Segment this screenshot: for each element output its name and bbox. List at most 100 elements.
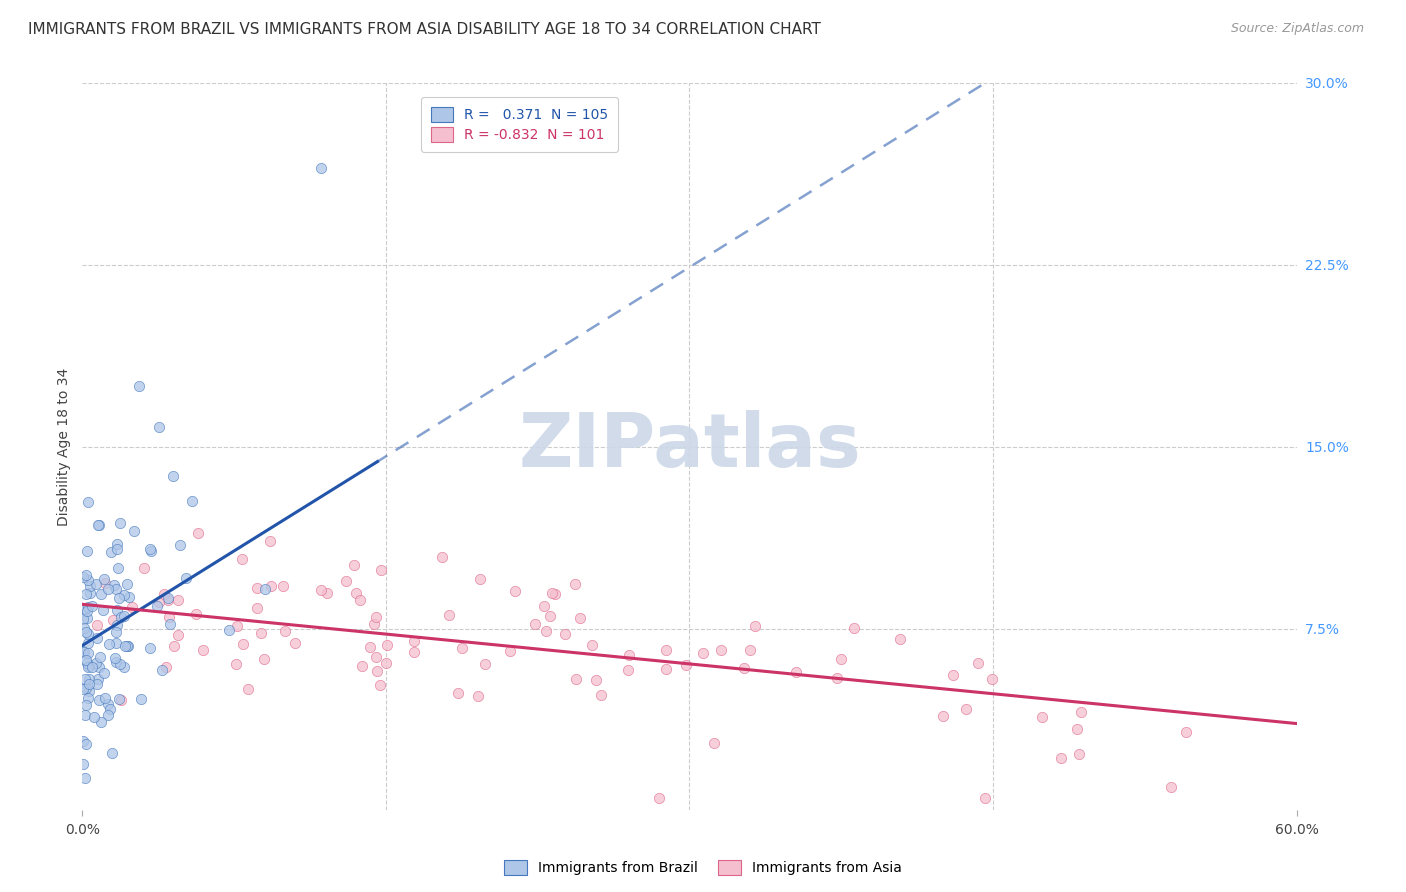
Point: [565, 673, 588, 687]
Y-axis label: Disability Age 18 to 34: Disability Age 18 to 34: [58, 368, 72, 525]
Point: [499, 644, 522, 658]
Point: [122, 524, 145, 539]
Point: [86, 672, 108, 686]
Point: [186, 607, 208, 621]
Point: [616, 663, 638, 677]
Point: [84, 577, 107, 591]
Point: [89, 692, 111, 706]
Point: [75, 587, 97, 601]
Point: [370, 563, 392, 577]
Point: [104, 624, 127, 639]
Point: [703, 736, 725, 750]
Point: [368, 678, 391, 692]
Point: [112, 588, 135, 602]
Point: [73, 601, 96, 615]
Point: [103, 578, 125, 592]
Point: [73, 645, 96, 659]
Point: [467, 689, 489, 703]
Point: [830, 652, 852, 666]
Point: [364, 610, 387, 624]
Point: [343, 558, 366, 572]
Text: Source: ZipAtlas.com: Source: ZipAtlas.com: [1230, 22, 1364, 36]
Point: [447, 686, 470, 700]
Point: [77, 646, 100, 660]
Point: [955, 701, 977, 715]
Point: [785, 665, 807, 680]
Point: [163, 640, 186, 654]
Point: [648, 791, 671, 805]
Point: [121, 599, 143, 614]
Point: [77, 684, 100, 698]
Point: [77, 574, 100, 588]
Point: [98, 702, 121, 716]
Point: [129, 692, 152, 706]
Point: [76, 611, 98, 625]
Point: [79, 673, 101, 687]
Text: ZIPatlas: ZIPatlas: [519, 410, 860, 483]
Point: [174, 571, 197, 585]
Text: IMMIGRANTS FROM BRAZIL VS IMMIGRANTS FROM ASIA DISABILITY AGE 18 TO 34 CORRELATI: IMMIGRANTS FROM BRAZIL VS IMMIGRANTS FRO…: [28, 22, 821, 37]
Legend: Immigrants from Brazil, Immigrants from Asia: Immigrants from Brazil, Immigrants from …: [499, 855, 907, 880]
Point: [619, 648, 641, 662]
Point: [115, 577, 138, 591]
Point: [889, 632, 911, 646]
Point: [79, 580, 101, 594]
Point: [589, 688, 612, 702]
Point: [246, 581, 269, 595]
Point: [86, 618, 108, 632]
Point: [344, 586, 367, 600]
Point: [117, 639, 139, 653]
Point: [148, 420, 170, 434]
Point: [437, 607, 460, 622]
Point: [157, 610, 180, 624]
Point: [733, 661, 755, 675]
Point: [284, 636, 307, 650]
Point: [274, 624, 297, 638]
Point: [89, 518, 111, 533]
Point: [139, 640, 162, 655]
Point: [72, 757, 94, 772]
Point: [84, 656, 107, 670]
Point: [76, 627, 98, 641]
Point: [430, 549, 453, 564]
Point: [118, 591, 141, 605]
Point: [159, 616, 181, 631]
Point: [150, 663, 173, 677]
Point: [1031, 710, 1053, 724]
Point: [76, 600, 98, 615]
Point: [167, 628, 190, 642]
Point: [474, 657, 496, 672]
Point: [538, 609, 561, 624]
Point: [97, 707, 120, 722]
Point: [86, 677, 108, 691]
Point: [97, 697, 120, 711]
Point: [75, 698, 97, 713]
Point: [72, 644, 94, 658]
Point: [374, 657, 396, 671]
Point: [75, 653, 97, 667]
Point: [80, 599, 103, 614]
Point: [842, 621, 865, 635]
Point: [105, 618, 128, 632]
Point: [83, 710, 105, 724]
Point: [335, 574, 357, 589]
Point: [349, 593, 371, 607]
Point: [77, 659, 100, 673]
Point: [79, 585, 101, 599]
Point: [692, 646, 714, 660]
Point: [112, 608, 135, 623]
Point: [89, 650, 111, 665]
Point: [359, 640, 381, 654]
Point: [73, 621, 96, 635]
Point: [364, 650, 387, 665]
Point: [115, 639, 138, 653]
Point: [470, 572, 492, 586]
Point: [76, 544, 98, 558]
Point: [966, 656, 988, 670]
Point: [540, 586, 562, 600]
Point: [1070, 705, 1092, 719]
Point: [309, 582, 332, 597]
Point: [155, 660, 177, 674]
Point: [363, 616, 385, 631]
Point: [108, 516, 131, 530]
